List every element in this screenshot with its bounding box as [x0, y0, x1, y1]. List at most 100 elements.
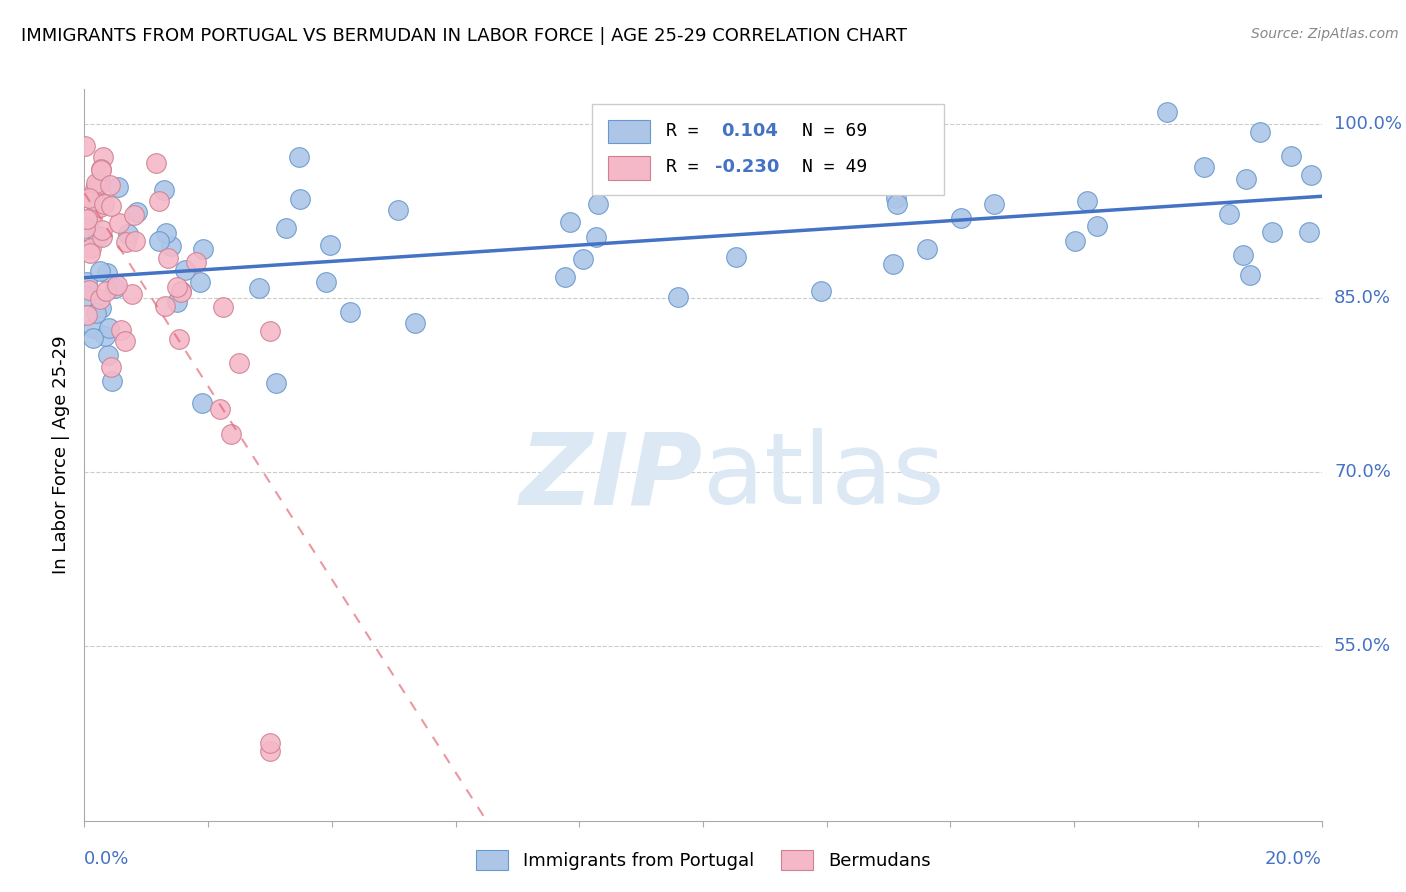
Point [170, 284, 193, 298]
Point [84, 176, 107, 190]
Point [724, 250, 747, 264]
FancyBboxPatch shape [607, 156, 650, 180]
Point [247, 281, 270, 295]
Point [76, 276, 98, 290]
Point [666, 290, 689, 304]
Point [387, 202, 409, 217]
Point [76, 212, 98, 227]
Text: -0.230: -0.230 [716, 159, 780, 177]
Point [155, 299, 177, 313]
Point [87, 177, 110, 191]
Point [259, 324, 281, 338]
Point [1236, 171, 1258, 186]
Point [80, 227, 103, 241]
Point [1156, 105, 1178, 120]
Point [155, 226, 177, 240]
Point [315, 275, 337, 289]
Y-axis label: In Labor Force | Age 25-29: In Labor Force | Age 25-29 [52, 335, 70, 574]
FancyBboxPatch shape [607, 120, 650, 144]
Text: atlas: atlas [703, 428, 945, 525]
Point [274, 221, 297, 235]
Point [212, 300, 235, 314]
Point [94, 328, 117, 343]
Point [90, 301, 112, 315]
Point [221, 427, 243, 442]
Point [107, 216, 129, 230]
Text: ZIP: ZIP [520, 428, 703, 525]
Point [90, 230, 112, 244]
Point [110, 323, 132, 337]
Text: 55.0%: 55.0% [1334, 638, 1391, 656]
Point [886, 196, 908, 211]
Point [84, 182, 107, 196]
Point [190, 396, 212, 410]
Point [122, 208, 145, 222]
Point [1261, 225, 1284, 239]
Point [104, 281, 127, 295]
Point [73, 139, 96, 153]
Point [98, 321, 121, 335]
Point [1279, 149, 1302, 163]
Point [585, 230, 607, 244]
Point [93, 197, 115, 211]
Point [94, 284, 117, 298]
Point [558, 215, 581, 229]
Point [148, 194, 170, 209]
Point [167, 332, 190, 346]
Point [79, 241, 101, 255]
Point [98, 178, 121, 192]
Text: Source: ZipAtlas.com: Source: ZipAtlas.com [1251, 27, 1399, 41]
Point [950, 211, 973, 225]
Point [124, 234, 146, 248]
Point [169, 285, 191, 299]
Point [89, 293, 111, 307]
Point [121, 286, 143, 301]
Text: R =: R = [666, 122, 710, 140]
Point [90, 162, 112, 177]
Point [188, 275, 211, 289]
Point [100, 360, 122, 375]
Point [73, 221, 96, 235]
Point [884, 191, 907, 205]
Point [117, 227, 139, 241]
Point [259, 744, 281, 758]
Point [572, 252, 595, 267]
Text: N = 49: N = 49 [801, 159, 868, 177]
Text: 20.0%: 20.0% [1265, 850, 1322, 868]
Point [1299, 168, 1322, 182]
Point [84, 306, 107, 320]
Text: N = 69: N = 69 [801, 122, 868, 140]
Point [266, 376, 288, 391]
Point [209, 401, 232, 416]
Point [184, 255, 207, 269]
Text: 0.104: 0.104 [721, 122, 779, 140]
Point [100, 199, 122, 213]
Text: 0.0%: 0.0% [84, 850, 129, 868]
Point [1192, 160, 1215, 174]
Text: IMMIGRANTS FROM PORTUGAL VS BERMUDAN IN LABOR FORCE | AGE 25-29 CORRELATION CHAR: IMMIGRANTS FROM PORTUGAL VS BERMUDAN IN … [21, 27, 907, 45]
Point [287, 150, 309, 164]
Point [79, 191, 101, 205]
Point [259, 736, 281, 750]
Point [87, 197, 110, 211]
Point [1239, 268, 1261, 282]
Point [89, 174, 111, 188]
Point [97, 348, 120, 362]
Point [115, 235, 138, 249]
Point [90, 162, 112, 177]
Point [82, 320, 104, 334]
Point [193, 242, 215, 256]
Point [82, 210, 104, 224]
Point [810, 285, 832, 299]
Text: 85.0%: 85.0% [1334, 289, 1391, 307]
Point [404, 316, 426, 330]
Point [90, 223, 112, 237]
Point [156, 251, 179, 265]
Point [148, 234, 170, 248]
Point [166, 295, 188, 310]
Point [290, 192, 312, 206]
Point [1232, 248, 1254, 262]
Point [983, 196, 1005, 211]
Point [87, 228, 110, 243]
Point [79, 245, 101, 260]
